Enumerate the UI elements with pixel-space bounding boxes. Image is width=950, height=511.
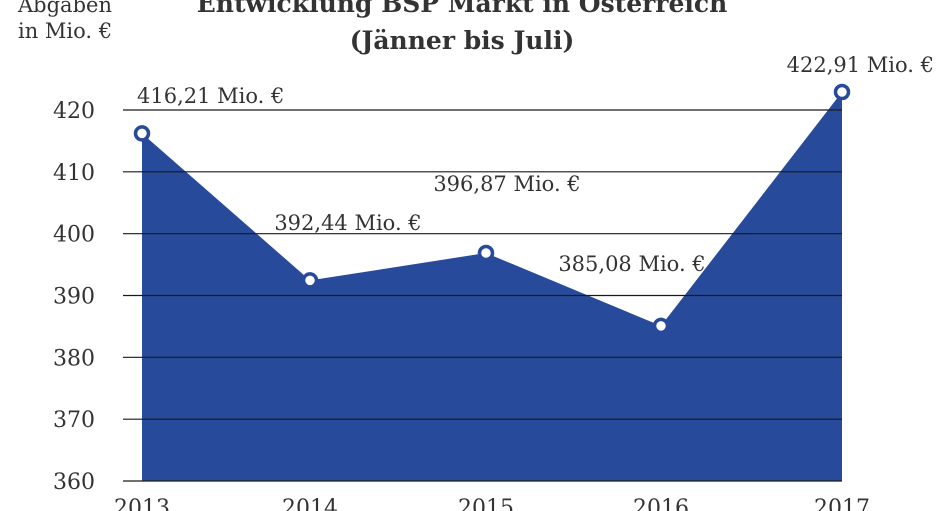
y-tick-label-400: 400 [53,223,95,248]
data-point-2015 [477,244,495,262]
x-axis-ticks: 2013 2014 2015 2016 2017 [114,496,870,511]
y-tick-label-360: 360 [53,470,95,495]
chart-subtitle: (Jänner bis Juli) [350,26,575,55]
y-tick-label-380: 380 [53,346,95,371]
chart-title: Entwicklung BSP Markt in Österreich [197,0,728,18]
y-tick-label-420: 420 [53,99,95,124]
y-axis-ticks: 360 370 380 390 400 410 420 [53,99,95,495]
x-tick-label-2014: 2014 [282,496,338,511]
x-tick-label-2013: 2013 [114,496,170,511]
data-label-2015: 396,87 Mio. € [433,172,580,196]
data-point-2013 [133,125,151,142]
x-tick-label-2015: 2015 [458,496,514,511]
y-axis-label-line-1: Abgaben [17,0,112,17]
y-tick-label-370: 370 [53,408,95,433]
area-series [142,92,842,481]
gridlines [123,109,842,482]
data-point-2017 [833,83,851,101]
data-label-2016: 385,08 Mio. € [558,252,705,276]
data-point-2014 [301,272,319,289]
y-tick-label-410: 410 [53,161,95,186]
data-point-2016 [652,317,670,335]
data-markers [133,83,851,335]
y-axis-label-line-2: in Mio. € [18,19,112,43]
data-label-2013: 416,21 Mio. € [137,84,284,108]
y-tick-label-390: 390 [53,285,95,310]
x-tick-label-2016: 2016 [633,496,689,511]
data-labels: 416,21 Mio. € 392,44 Mio. € 396,87 Mio. € 3… [137,53,934,276]
data-label-2017: 422,91 Mio. € [787,53,934,77]
data-label-2014: 392,44 Mio. € [274,211,421,235]
x-tick-label-2017: 2017 [814,496,870,511]
